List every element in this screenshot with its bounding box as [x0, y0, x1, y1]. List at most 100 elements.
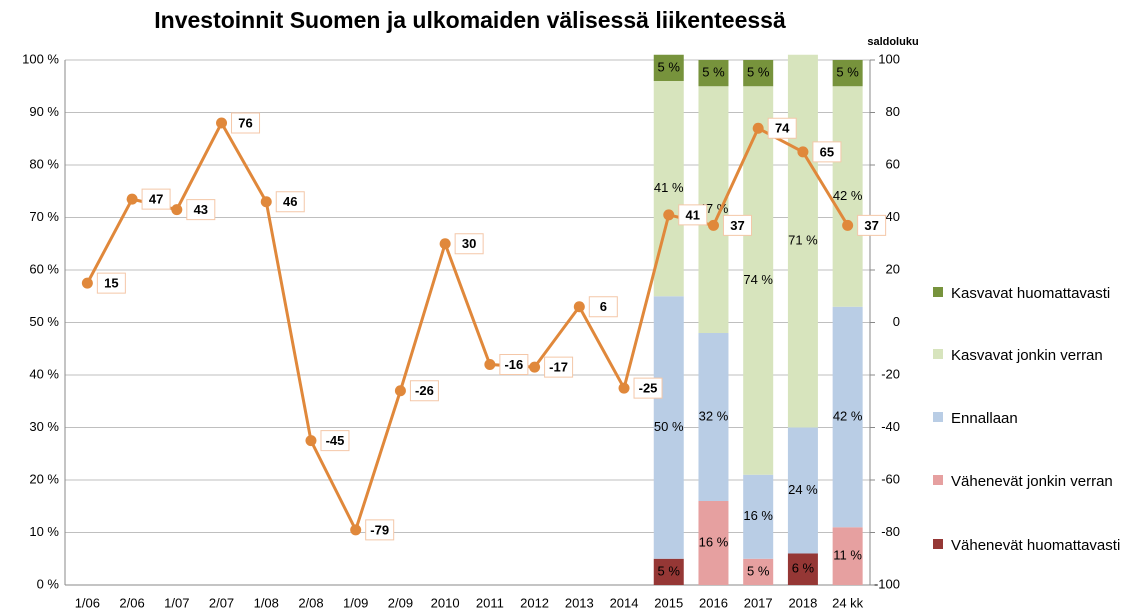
x-tick-label: 2011 — [476, 595, 504, 610]
bar-segment — [653, 296, 684, 559]
line-value-label: 6 — [600, 299, 607, 314]
y2-tick-label: 40 — [886, 209, 900, 224]
legend-item: Ennallaan — [933, 408, 1123, 429]
line-marker — [260, 196, 272, 208]
line-value-label: 46 — [283, 194, 297, 209]
line-marker — [484, 359, 496, 370]
line-value-label: 30 — [462, 236, 476, 251]
bar-segment — [832, 86, 863, 307]
bar-value-label: 5 % — [747, 65, 770, 80]
bar-value-label: 41 % — [654, 180, 684, 195]
line-marker — [216, 117, 228, 129]
chart-title: Investoinnit Suomen ja ulkomaiden välise… — [154, 7, 786, 33]
bar-segment — [653, 81, 684, 297]
y2-axis-title: saldoluku — [867, 36, 918, 48]
line-marker — [126, 193, 138, 205]
data-label-box — [186, 199, 216, 221]
bar-segment — [698, 60, 729, 87]
line-marker — [707, 219, 719, 231]
x-tick-label: 2012 — [520, 595, 549, 610]
x-tick-label: 1/07 — [164, 595, 189, 610]
line-value-label: 47 — [149, 192, 163, 207]
bar-segment — [787, 553, 818, 585]
line-value-label: 37 — [864, 218, 878, 233]
bar-value-label: 5 % — [836, 65, 859, 80]
bar-segment — [653, 558, 684, 585]
line-value-label: -45 — [326, 433, 345, 448]
y-tick-label: 80 % — [29, 156, 59, 171]
legend-label: Ennallaan — [951, 410, 1018, 427]
x-tick-label: 1/09 — [343, 595, 368, 610]
bar-value-label: 42 % — [833, 188, 863, 203]
y2-tick-label: 0 — [893, 314, 900, 329]
legend-item: Vähenevät huomattavasti — [933, 535, 1123, 556]
line-value-label: 43 — [194, 202, 208, 217]
y-tick-label: 70 % — [29, 209, 59, 224]
line-value-label: -16 — [504, 357, 523, 372]
y-tick-label: 40 % — [29, 366, 59, 381]
line-marker — [350, 524, 362, 536]
data-label-box — [454, 233, 484, 255]
bar-segment — [698, 333, 729, 501]
bar-value-label: 5 % — [658, 59, 681, 74]
bar-value-label: 6 % — [792, 561, 815, 576]
bar-segment — [787, 427, 818, 554]
legend-swatch — [933, 539, 943, 549]
line-value-label: 15 — [104, 276, 118, 291]
data-label-box — [365, 519, 395, 541]
x-tick-label: 2/08 — [298, 595, 323, 610]
data-label-box — [633, 377, 663, 399]
x-tick-label: 2010 — [431, 595, 460, 610]
y-tick-label: 20 % — [29, 471, 59, 486]
line — [86, 119, 849, 534]
x-tick-label: 2014 — [610, 595, 639, 610]
line-value-label: 65 — [820, 144, 834, 159]
y-tick-label: 0 % — [37, 576, 60, 591]
line-value-label: 76 — [238, 115, 252, 130]
data-label-box — [767, 117, 797, 139]
y-tick-label: 30 % — [29, 419, 59, 434]
data-label-box — [409, 380, 439, 402]
legend-item: Vähenevät jonkin verran — [933, 471, 1123, 492]
bar-value-label: 16 % — [743, 508, 773, 523]
x-tick-label: 2015 — [654, 595, 683, 610]
line-marker — [171, 204, 183, 216]
bar-segment — [743, 558, 774, 585]
line-marker — [529, 361, 541, 373]
line-value-label: -79 — [370, 522, 389, 537]
y2-tick-label: -80 — [881, 524, 900, 539]
bar-segment — [832, 306, 863, 528]
bar-value-label: 5 % — [658, 563, 681, 578]
line-marker — [573, 301, 585, 313]
y2-tick-label: 60 — [886, 156, 900, 171]
bar-value-label: 11 % — [833, 548, 862, 563]
line-value-label: 41 — [686, 207, 700, 222]
y-tick-label: 60 % — [29, 261, 59, 276]
bar-value-label: 5 % — [702, 65, 725, 80]
line-value-label: 37 — [730, 218, 744, 233]
x-tick-label: 2013 — [565, 595, 594, 610]
x-tick-label: 2017 — [744, 595, 773, 610]
line-marker — [752, 122, 764, 134]
line-marker — [663, 209, 675, 221]
line-marker — [797, 146, 809, 158]
y-tick-label: 100 % — [22, 51, 59, 66]
y2-tick-label: -60 — [881, 471, 900, 486]
bar-segment — [653, 54, 684, 81]
y2-tick-label: -20 — [881, 366, 900, 381]
y2-tick-label: -100 — [874, 576, 900, 591]
bar-value-label: 5 % — [747, 563, 770, 578]
y2-tick-label: 80 — [886, 104, 900, 119]
legend-swatch — [933, 475, 943, 485]
x-tick-label: 2/07 — [209, 595, 234, 610]
x-tick-label: 24 kk — [832, 595, 864, 610]
bar-segment — [832, 60, 863, 87]
y2-tick-label: 100 — [878, 51, 900, 66]
y2-tick-label: 20 — [886, 261, 900, 276]
line-marker — [439, 238, 451, 250]
bar-value-label: 71 % — [788, 233, 818, 248]
bar-segment — [787, 54, 818, 428]
legend-label: Kasvavat jonkin verran — [951, 347, 1103, 364]
bar-segment — [698, 501, 729, 585]
